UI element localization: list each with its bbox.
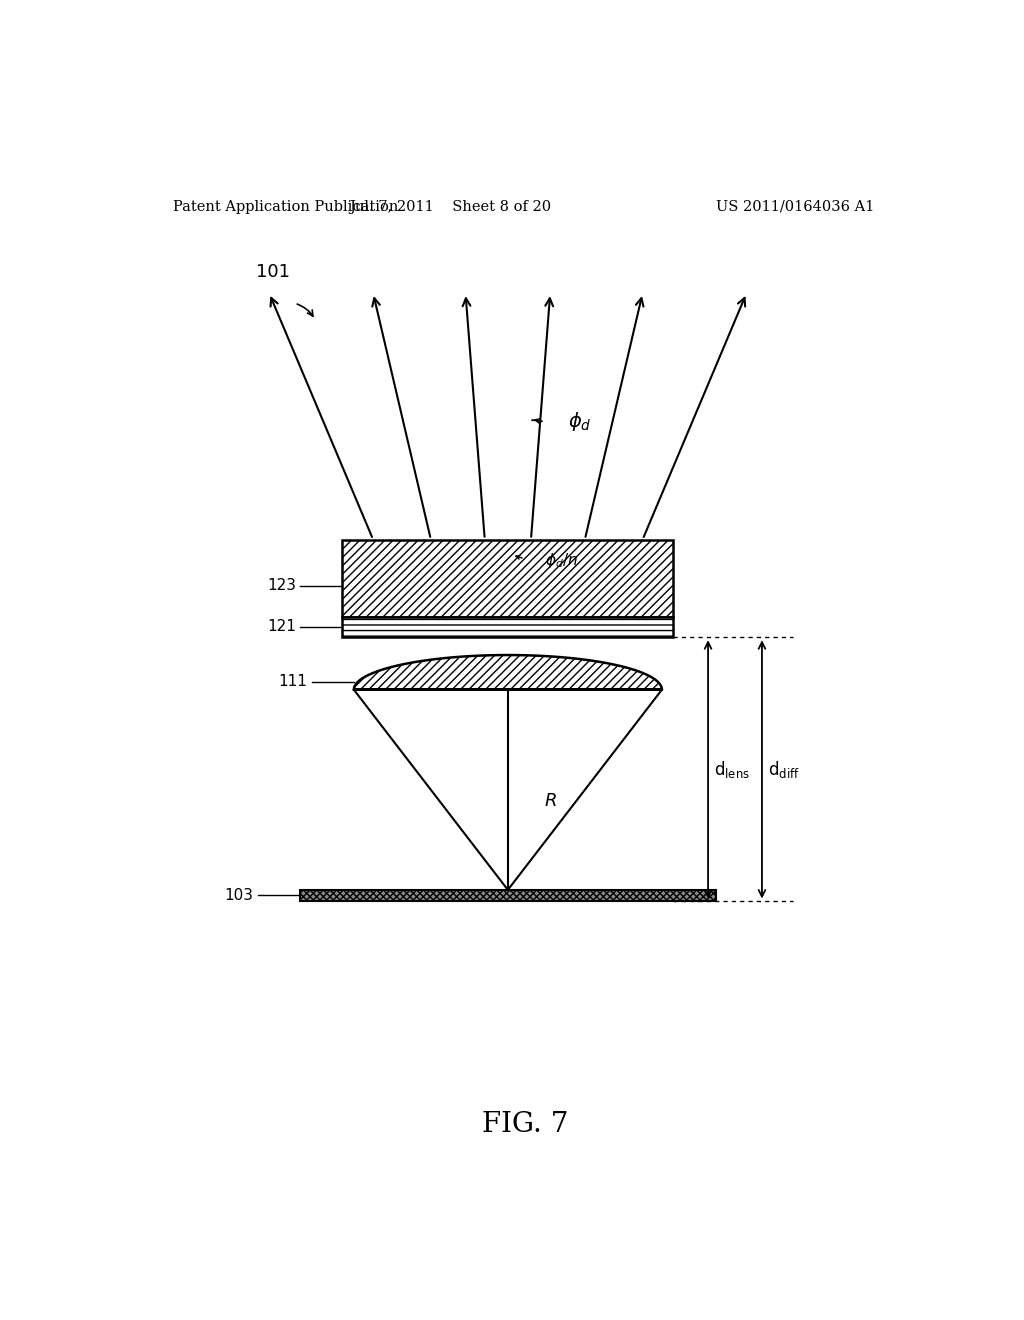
Text: FIG. 7: FIG. 7 (481, 1111, 568, 1138)
Text: 121: 121 (267, 619, 296, 634)
Polygon shape (354, 655, 662, 689)
Text: Jul. 7, 2011    Sheet 8 of 20: Jul. 7, 2011 Sheet 8 of 20 (349, 199, 551, 214)
Text: d$_{\mathregular{diff}}$: d$_{\mathregular{diff}}$ (768, 759, 800, 780)
Text: Patent Application Publication: Patent Application Publication (173, 199, 398, 214)
Bar (342, 616, 674, 638)
Text: $\phi_d$: $\phi_d$ (568, 411, 592, 433)
Text: US 2011/0164036 A1: US 2011/0164036 A1 (716, 199, 874, 214)
Text: 123: 123 (267, 578, 296, 593)
Text: d$_{\mathregular{lens}}$: d$_{\mathregular{lens}}$ (714, 759, 751, 780)
Text: R: R (545, 792, 557, 810)
Bar (342, 540, 674, 616)
Text: $\phi_d/n$: $\phi_d/n$ (545, 550, 578, 570)
Text: 111: 111 (279, 675, 307, 689)
Text: 101: 101 (256, 264, 290, 281)
Bar (300, 890, 716, 902)
Text: 103: 103 (224, 888, 254, 903)
